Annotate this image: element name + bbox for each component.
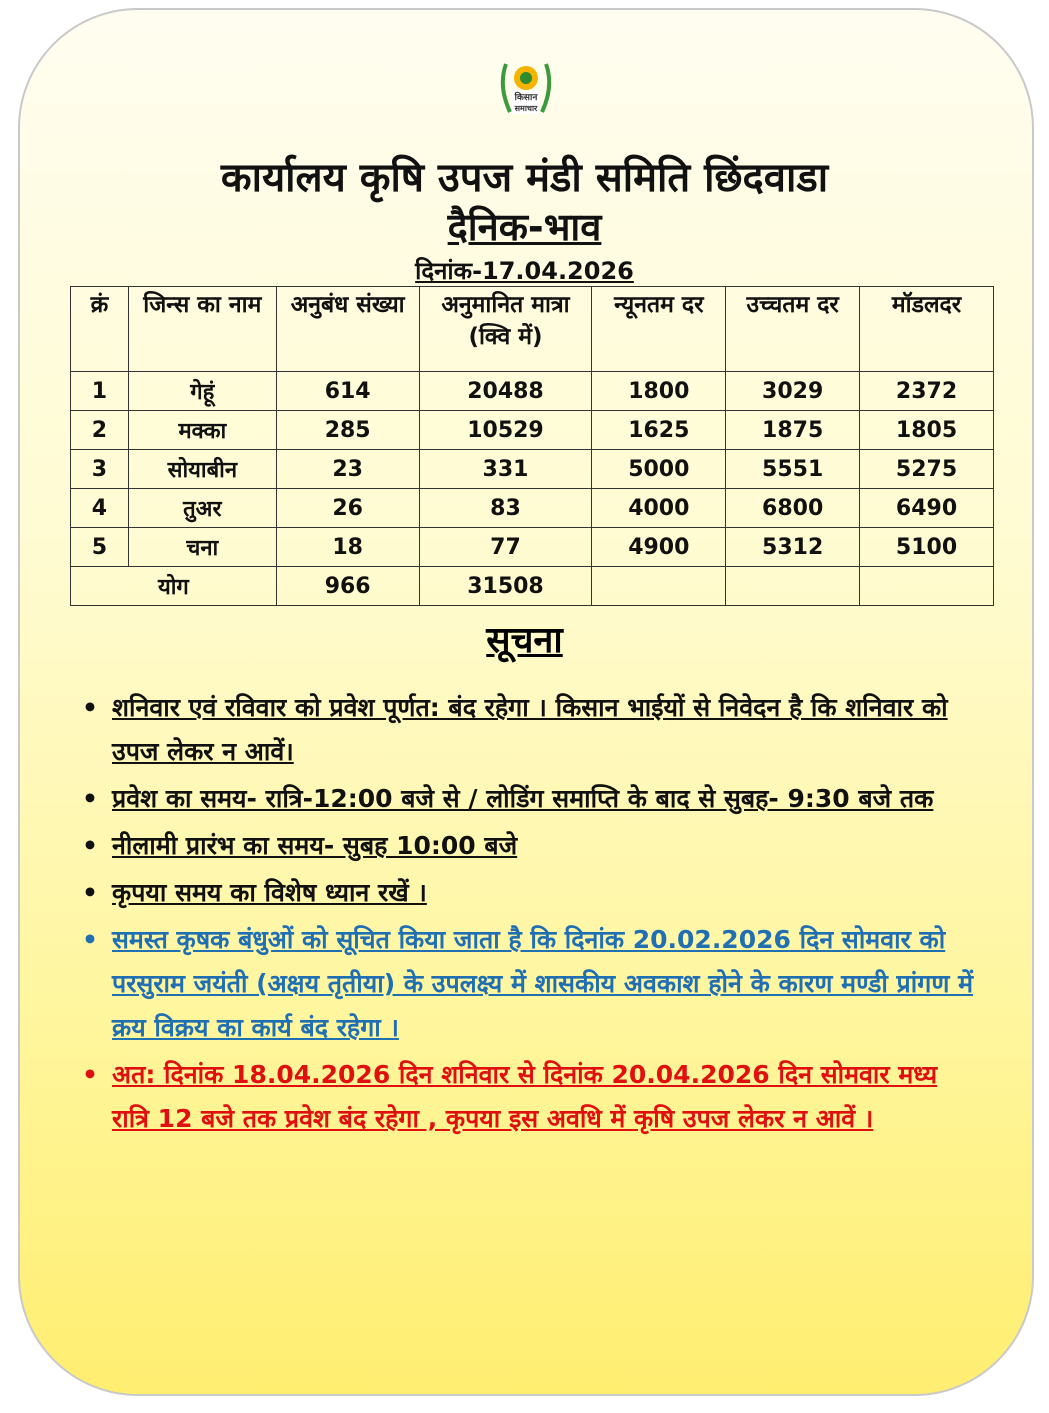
office-title: कार्यालय कृषि उपज मंडी समिति छिंदवाडा — [220, 155, 829, 201]
table-cell: 5000 — [591, 449, 727, 489]
table-cell: 5100 — [859, 527, 994, 567]
table-cell: गेहूं — [127, 371, 277, 411]
table-cell: 2372 — [859, 371, 994, 411]
column-header: अनुमानित मात्रा (क्वि में) — [418, 286, 593, 372]
notice-text: कृपया समय का विशेष ध्यान रखें । — [112, 878, 427, 907]
column-header: अनुबंध संख्या — [275, 286, 420, 372]
table-cell: सोयाबीन — [127, 449, 277, 489]
empty-cell — [591, 566, 727, 606]
bullet-icon: • — [82, 693, 98, 722]
table-cell: 20488 — [418, 371, 593, 411]
table-cell: 77 — [418, 527, 593, 567]
table-cell: 10529 — [418, 410, 593, 450]
column-header: जिन्स का नाम — [127, 286, 277, 372]
notice-text: समस्त कृषक बंधुओं को सूचित किया जाता है … — [112, 925, 974, 1042]
total-label: योग — [70, 566, 277, 606]
notice-heading: सूचना — [486, 620, 563, 661]
notice-list: • शनिवार एवं रविवार को प्रवेश पूर्णत: बंद… — [80, 686, 980, 1144]
logo-text-1: किसान — [514, 91, 539, 103]
table-cell: चना — [127, 527, 277, 567]
price-table: क्रं जिन्स का नाम अनुबंध संख्या अनुमानित मा… — [70, 286, 994, 606]
column-header: न्यूनतम दर — [591, 286, 727, 372]
table-cell: 4900 — [591, 527, 727, 567]
table-cell: 5 — [70, 527, 129, 567]
notice-item: • नीलामी प्रारंभ का समय- सुबह 10:00 बजे — [80, 824, 980, 868]
notice-text: प्रवेश का समय- रात्रि-12:00 बजे से / लोड… — [112, 784, 934, 813]
table-cell: 4000 — [591, 488, 727, 528]
table-header-row: क्रं जिन्स का नाम अनुबंध संख्या अनुमानित मा… — [70, 286, 994, 372]
notice-item: • प्रवेश का समय- रात्रि-12:00 बजे से / लो… — [80, 777, 980, 821]
table-cell: 83 — [418, 488, 593, 528]
table-cell: 6800 — [725, 488, 861, 528]
bullet-icon: • — [82, 925, 98, 954]
empty-cell — [725, 566, 861, 606]
notice-text: नीलामी प्रारंभ का समय- सुबह 10:00 बजे — [112, 831, 518, 860]
table-cell: 331 — [418, 449, 593, 489]
bullet-icon: • — [82, 1060, 98, 1089]
table-cell: 6490 — [859, 488, 994, 528]
table-cell: 1875 — [725, 410, 861, 450]
page-subtitle: दैनिक-भाव — [447, 205, 602, 249]
table-cell: तुअर — [127, 488, 277, 528]
notice-item: • शनिवार एवं रविवार को प्रवेश पूर्णत: बंद… — [80, 686, 980, 774]
notice-item: • समस्त कृषक बंधुओं को सूचित किया जाता ह… — [80, 918, 980, 1050]
kisan-samachar-logo: किसान समाचार — [500, 63, 552, 114]
notice-item: • कृपया समय का विशेष ध्यान रखें । — [80, 871, 980, 915]
table-cell: 1 — [70, 371, 129, 411]
table-cell: 5551 — [725, 449, 861, 489]
logo-text-2: समाचार — [514, 104, 538, 113]
table-cell: 3 — [70, 449, 129, 489]
column-header: मॉडलदर — [859, 286, 994, 372]
table-cell: 26 — [275, 488, 420, 528]
table-row: 5 चना 18 77 4900 5312 5100 — [70, 527, 994, 567]
column-header: क्रं — [70, 286, 129, 372]
table-row: 3 सोयाबीन 23 331 5000 5551 5275 — [70, 449, 994, 489]
total-row: योग 966 31508 — [70, 566, 994, 606]
notice-text: अत: दिनांक 18.04.2026 दिन शनिवार से दिना… — [112, 1060, 938, 1133]
table-cell: 614 — [275, 371, 420, 411]
notice-text: शनिवार एवं रविवार को प्रवेश पूर्णत: बंद … — [112, 693, 948, 766]
column-header: उच्चतम दर — [725, 286, 861, 372]
table-cell: 5312 — [725, 527, 861, 567]
table-cell: 1625 — [591, 410, 727, 450]
table-cell: 5275 — [859, 449, 994, 489]
bullet-icon: • — [82, 878, 98, 907]
date-label: दिनांक-17.04.2026 — [415, 257, 634, 285]
table-cell: 1800 — [591, 371, 727, 411]
total-quantity: 31508 — [418, 566, 593, 606]
table-cell: 23 — [275, 449, 420, 489]
table-row: 4 तुअर 26 83 4000 6800 6490 — [70, 488, 994, 528]
table-cell: 285 — [275, 410, 420, 450]
table-cell: 4 — [70, 488, 129, 528]
table-cell: 3029 — [725, 371, 861, 411]
bullet-icon: • — [82, 831, 98, 860]
table-cell: 18 — [275, 527, 420, 567]
notice-card — [18, 8, 1034, 1396]
empty-cell — [859, 566, 994, 606]
table-cell: 1805 — [859, 410, 994, 450]
table-row: 2 मक्का 285 10529 1625 1875 1805 — [70, 410, 994, 450]
notice-item: • अत: दिनांक 18.04.2026 दिन शनिवार से दिन… — [80, 1053, 980, 1141]
table-row: 1 गेहूं 614 20488 1800 3029 2372 — [70, 371, 994, 411]
table-cell: मक्का — [127, 410, 277, 450]
total-contracts: 966 — [275, 566, 420, 606]
bullet-icon: • — [82, 784, 98, 813]
table-cell: 2 — [70, 410, 129, 450]
